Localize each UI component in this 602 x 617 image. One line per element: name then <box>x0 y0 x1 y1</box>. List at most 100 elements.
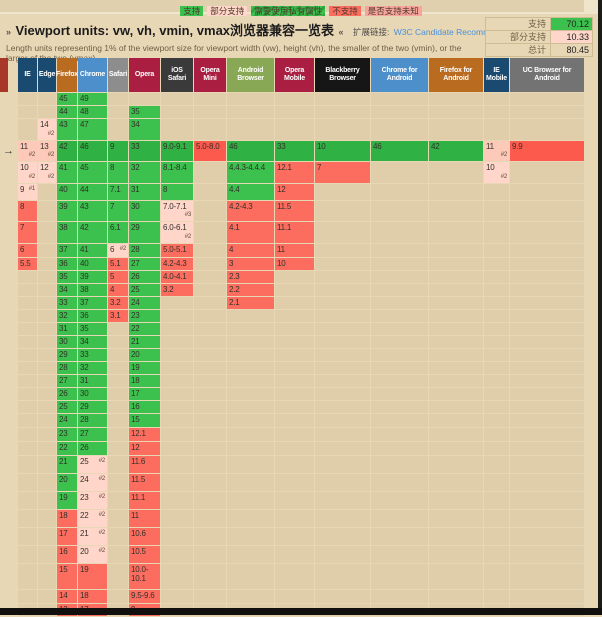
legend-item-n: 不支持 <box>329 6 361 16</box>
cell-ios-safari-3.2: 3.2 <box>161 284 193 296</box>
cell-empty <box>429 564 483 589</box>
cell-firefox-14: 14 <box>57 590 77 603</box>
table-row: 32 36 3.1 23 <box>0 310 585 322</box>
clipped-red-block <box>0 58 8 92</box>
cell-ie-6: 6 <box>18 244 37 257</box>
legend-item-x: 需要使用私有属性 <box>251 6 326 16</box>
cell-empty <box>161 564 193 589</box>
cell-empty <box>38 528 56 545</box>
cell-empty <box>371 184 428 200</box>
table-row: 24 28 15 <box>0 414 585 427</box>
cell-empty <box>315 284 370 296</box>
row-gutter <box>0 528 17 545</box>
current-version-arrow: → <box>3 145 14 157</box>
cell-safari-5.1: 5.1 <box>108 258 128 270</box>
cell-ie-mobile-10: 10 #2 <box>484 162 509 183</box>
cell-chrome-45: 45 <box>78 162 107 183</box>
cell-firefox-32: 32 <box>57 310 77 322</box>
cell-empty <box>429 414 483 427</box>
row-gutter <box>0 428 17 441</box>
cell-empty <box>371 162 428 183</box>
cell-empty <box>18 401 37 413</box>
cell-firefox-40: 40 <box>57 184 77 200</box>
cell-empty <box>510 442 584 455</box>
cell-safari-4: 4 <box>108 284 128 296</box>
row-gutter <box>0 244 17 257</box>
legend-bar: 支持 部分支持 需要使用私有属性 不支持 是否支持未知 <box>0 0 602 16</box>
cell-empty <box>315 323 370 335</box>
cell-opera-29: 29 <box>129 222 160 243</box>
cell-empty <box>194 492 226 509</box>
column-header-opera-mini: Opera Mini <box>194 58 226 92</box>
cell-empty <box>18 375 37 387</box>
cell-empty <box>484 456 509 473</box>
cell-empty <box>429 528 483 545</box>
cell-ios-safari-4.2-4.3: 4.2-4.3 <box>161 258 193 270</box>
header-gutter <box>0 58 17 92</box>
cell-empty <box>194 106 226 118</box>
cell-empty <box>194 528 226 545</box>
cell-empty <box>371 414 428 427</box>
table-row: 19 23 #2 11.1 <box>0 492 585 509</box>
cell-safari-7.1: 7.1 <box>108 184 128 200</box>
cell-empty <box>38 323 56 335</box>
cell-empty <box>18 323 37 335</box>
cell-empty <box>315 106 370 118</box>
cell-opera-12: 12 <box>129 442 160 455</box>
cell-empty <box>38 388 56 400</box>
table-row: 25 29 16 <box>0 401 585 413</box>
cell-empty <box>315 336 370 348</box>
cell-empty <box>510 162 584 183</box>
cell-empty <box>38 244 56 257</box>
row-gutter <box>0 323 17 335</box>
cell-empty <box>371 201 428 221</box>
cell-empty <box>429 375 483 387</box>
cell-empty <box>371 244 428 257</box>
cell-empty <box>484 284 509 296</box>
cell-empty <box>18 297 37 309</box>
cell-opera-10.6: 10.6 <box>129 528 160 545</box>
cell-chrome-35: 35 <box>78 323 107 335</box>
cell-empty <box>18 336 37 348</box>
cell-chrome-25: 25 #2 <box>78 456 107 473</box>
column-header-safari: Safari <box>108 58 128 92</box>
cell-empty <box>371 428 428 441</box>
cell-ie-5.5: 5.5 <box>18 258 37 270</box>
row-gutter <box>0 93 17 105</box>
row-gutter <box>0 414 17 427</box>
table-row: 29 33 20 <box>0 349 585 361</box>
row-gutter <box>0 310 17 322</box>
cell-empty <box>161 510 193 527</box>
title-quote-close: « <box>338 27 344 37</box>
w3c-spec-link[interactable]: W3C Candidate Recommendation <box>393 27 523 37</box>
cell-firefox-33: 33 <box>57 297 77 309</box>
cell-empty <box>371 492 428 509</box>
cell-empty <box>371 388 428 400</box>
table-row: 31 35 22 <box>0 323 585 335</box>
cell-empty <box>194 375 226 387</box>
cell-empty <box>484 528 509 545</box>
cell-empty <box>275 456 314 473</box>
row-gutter <box>0 442 17 455</box>
ext-link-label: 扩展链接: <box>352 27 390 37</box>
cell-empty <box>18 310 37 322</box>
row-gutter <box>0 388 17 400</box>
legend-item-p: 部分支持 <box>207 6 248 16</box>
cell-empty <box>194 474 226 491</box>
footnote-marker: #2 <box>98 458 105 464</box>
cell-firefox-21: 21 <box>57 456 77 473</box>
cell-ios-safari-9.0-9.1: 9.0-9.1 <box>161 141 193 161</box>
footnote-marker: #3 <box>184 212 191 218</box>
cell-empty <box>194 297 226 309</box>
row-gutter <box>0 492 17 509</box>
stat-row: 支持 70.12 <box>486 18 592 31</box>
cell-empty <box>315 93 370 105</box>
cell-empty <box>18 349 37 361</box>
cell-ios-safari-5.0-5.1: 5.0-5.1 <box>161 244 193 257</box>
cell-empty <box>275 510 314 527</box>
window-edge-right <box>598 0 602 615</box>
cell-empty <box>18 510 37 527</box>
cell-chrome-38: 38 <box>78 284 107 296</box>
cell-chrome-27: 27 <box>78 428 107 441</box>
cell-empty <box>510 492 584 509</box>
